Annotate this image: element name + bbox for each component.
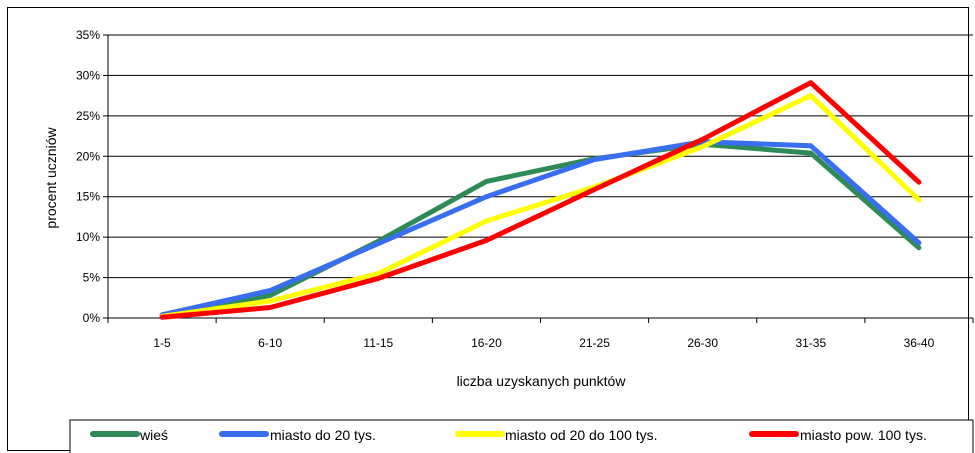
y-tick-label: 35% xyxy=(76,28,100,42)
legend-items: wieś miasto do 20 tys. miasto od 20 do 100… xyxy=(90,427,927,443)
x-tick-label: 21-25 xyxy=(579,336,610,350)
y-tick-label: 30% xyxy=(76,68,100,82)
y-tick-label: 20% xyxy=(76,149,100,163)
x-tick-label: 16-20 xyxy=(471,336,502,350)
y-tick-label: 5% xyxy=(83,271,101,285)
y-tick-label: 10% xyxy=(76,230,100,244)
series-line-4 xyxy=(159,80,922,320)
x-tick-label: 6-10 xyxy=(258,336,282,350)
legend-label: wieś xyxy=(139,427,168,443)
legend-label: miasto do 20 tys. xyxy=(270,427,376,443)
x-tick-label: 31-35 xyxy=(795,336,826,350)
x-tick-label: 1-5 xyxy=(153,336,171,350)
series-line-1 xyxy=(159,141,922,319)
x-tick-label: 26-30 xyxy=(687,336,718,350)
legend-label: miasto pow. 100 tys. xyxy=(800,427,927,443)
series-lines xyxy=(159,80,922,320)
series-line-2 xyxy=(159,139,922,318)
x-tick-labels: 1-5 6-10 11-15 16-20 21-25 26-30 31-35 36-40 xyxy=(153,336,934,350)
x-tick-label: 11-15 xyxy=(363,336,393,350)
axes xyxy=(103,34,974,323)
legend-label: miasto od 20 do 100 tys. xyxy=(505,427,658,443)
series-line-3 xyxy=(159,93,922,319)
y-tick-label: 0% xyxy=(83,311,101,325)
legend: wieś miasto do 20 tys. miasto od 20 do 100… xyxy=(69,419,974,453)
x-axis-title: liczba uzyskanych punktów xyxy=(457,373,627,389)
y-axis-title: procent uczniów xyxy=(43,127,59,229)
x-tick-label: 36-40 xyxy=(904,336,935,350)
gridlines xyxy=(108,34,973,279)
y-tick-label: 15% xyxy=(76,190,100,204)
y-tick-labels: 0% 5% 10% 15% 20% 25% 30% 35% xyxy=(76,28,100,325)
y-tick-label: 25% xyxy=(76,109,100,123)
